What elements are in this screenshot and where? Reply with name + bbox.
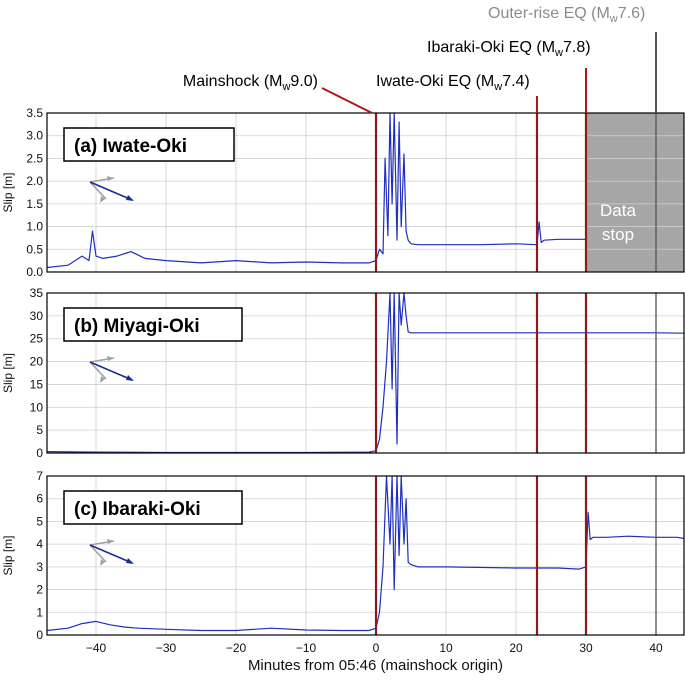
arrowhead-icon xyxy=(100,196,105,203)
panel-title: (c) Ibaraki-Oki xyxy=(74,499,201,520)
event-label-mainshock: Mainshock (Mw9.0) xyxy=(183,73,318,93)
y-tick-label: 1.5 xyxy=(26,197,43,211)
arrowhead-icon xyxy=(107,176,114,181)
y-tick-label: 2 xyxy=(36,583,43,597)
y-tick-label: 0 xyxy=(36,628,43,642)
y-axis-label: Slip [m] xyxy=(1,172,15,212)
x-tick-label: 40 xyxy=(649,641,663,655)
event-label-ibaraki: Ibaraki-Oki EQ (Mw7.8) xyxy=(427,39,591,59)
y-tick-label: 0 xyxy=(36,446,43,460)
y-axis-label: Slip [m] xyxy=(1,535,15,575)
data-stop-label: stop xyxy=(602,225,634,244)
arrowhead-icon xyxy=(126,195,134,201)
panel-frame xyxy=(46,475,685,636)
panel-frame xyxy=(46,292,685,454)
direction-arrow-blue-icon xyxy=(89,181,133,201)
x-tick-label: −10 xyxy=(296,641,317,655)
y-tick-label: 2.5 xyxy=(26,151,43,165)
panel-a: 0.0 0.5 1.0 1.5 2.0 2.5 3.0 3.5 Slip [m] Data stop… xyxy=(1,106,685,279)
direction-arrow-gray-icon xyxy=(89,544,107,563)
arrowhead-icon xyxy=(107,539,114,544)
panel-c: 0 1 2 3 4 5 6 7 Slip [m] (c) Ibaraki-Oki −40 −30 −20… xyxy=(1,469,685,655)
panel-title-box xyxy=(63,490,243,525)
panel-title: (b) Miyagi-Oki xyxy=(74,316,200,337)
x-tick-label: −30 xyxy=(156,641,177,655)
y-tick-label: 2.0 xyxy=(26,174,43,188)
panel-title-box xyxy=(63,307,243,342)
y-tick-label: 6 xyxy=(36,492,43,506)
x-tick-label: 0 xyxy=(373,641,380,655)
x-tick-label: −40 xyxy=(86,641,107,655)
y-tick-label: 20 xyxy=(30,355,44,369)
x-tick-label: 20 xyxy=(509,641,523,655)
arrowhead-icon xyxy=(126,558,134,564)
y-tick-label: 0.5 xyxy=(26,242,43,256)
direction-arrow-blue-icon xyxy=(89,361,133,381)
direction-arrow-blue-icon xyxy=(89,544,133,564)
slip-series-line xyxy=(46,112,586,269)
x-tick-label: −20 xyxy=(226,641,247,655)
y-tick-label: 25 xyxy=(30,332,44,346)
data-stop-region xyxy=(586,113,684,272)
data-stop-label: Data xyxy=(600,201,636,220)
y-tick-label: 35 xyxy=(30,286,44,300)
x-tick-label: 30 xyxy=(579,641,593,655)
y-tick-label: 0.0 xyxy=(26,265,43,279)
event-label-iwate: Iwate-Oki EQ (Mw7.4) xyxy=(376,73,530,93)
x-axis-label: Minutes from 05:46 (mainshock origin) xyxy=(248,657,503,674)
arrowhead-icon xyxy=(107,356,114,361)
direction-arrow-gray-icon xyxy=(89,181,107,200)
y-tick-label: 3 xyxy=(36,560,43,574)
y-tick-label: 7 xyxy=(36,469,43,483)
panel-title: (a) Iwate-Oki xyxy=(74,136,187,157)
panel-b: 0 5 10 15 20 25 30 35 Slip [m] (b) Miyagi-Oki xyxy=(1,286,685,460)
event-leader-mainshock xyxy=(321,87,373,114)
y-tick-label: 3.5 xyxy=(26,106,43,120)
y-tick-label: 5 xyxy=(36,514,43,528)
event-label-outerrise: Outer-rise EQ (Mw7.6) xyxy=(488,5,645,25)
y-tick-label: 1 xyxy=(36,605,43,619)
y-tick-label: 4 xyxy=(36,537,43,551)
panel-frame xyxy=(46,112,685,273)
y-tick-label: 5 xyxy=(36,423,43,437)
y-tick-label: 30 xyxy=(30,309,44,323)
y-tick-label: 1.0 xyxy=(26,220,43,234)
arrowhead-icon xyxy=(100,559,105,566)
direction-arrow-gray-icon xyxy=(89,361,107,380)
y-tick-label: 10 xyxy=(30,400,44,414)
y-axis-label: Slip [m] xyxy=(1,353,15,393)
arrowhead-icon xyxy=(126,375,134,381)
panel-title-box xyxy=(63,127,235,162)
y-tick-label: 3.0 xyxy=(26,129,43,143)
arrowhead-icon xyxy=(100,376,105,383)
x-tick-label: 10 xyxy=(439,641,453,655)
y-tick-label: 15 xyxy=(30,377,44,391)
